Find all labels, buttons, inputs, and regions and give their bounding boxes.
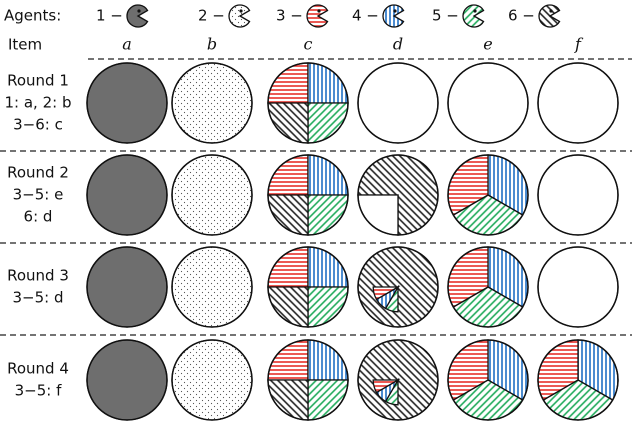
item-outline	[86, 246, 168, 328]
agent-eye	[239, 9, 243, 13]
column-label: f	[574, 35, 584, 54]
agent-icon	[126, 4, 149, 28]
item-outline	[86, 154, 168, 236]
item-outline	[171, 62, 253, 144]
agent-eye	[393, 9, 397, 13]
column-label: c	[304, 35, 313, 54]
agent-eye	[549, 9, 553, 13]
round-title: Round 3	[7, 267, 69, 285]
agent-eye	[317, 9, 321, 13]
item-outline	[357, 339, 439, 421]
layout	[0, 58, 632, 336]
round-assignment: 1: a, 2: b	[5, 94, 72, 112]
legend-label: 3 −	[276, 7, 303, 25]
item-outline	[86, 62, 168, 144]
item-outline	[537, 246, 619, 328]
item-outline	[447, 62, 529, 144]
agent-icon	[462, 4, 485, 28]
legend-title: Agents:	[4, 7, 61, 25]
agent-icon	[228, 4, 251, 28]
legend-label: 4 −	[352, 7, 379, 25]
agent-icon	[382, 4, 405, 28]
round-title: Round 1	[7, 72, 69, 90]
item-outline	[267, 62, 349, 144]
round-title: Round 4	[7, 360, 69, 378]
item-outline	[86, 339, 168, 421]
pie-sector	[372, 379, 401, 394]
item-outline	[447, 246, 529, 328]
round-assignment: 3−5: f	[15, 382, 62, 400]
legend-label: 2 −	[198, 7, 225, 25]
item-outline	[171, 154, 253, 236]
item-outline	[357, 246, 439, 328]
round-assignment: 3−5: d	[13, 289, 64, 307]
item-outline	[357, 62, 439, 144]
pie-sector	[372, 286, 401, 301]
column-label: a	[122, 35, 132, 54]
item-outline	[537, 62, 619, 144]
round-assignment: 3−5: e	[13, 186, 64, 204]
legend-label: 6 −	[508, 7, 535, 25]
agent-icon	[538, 4, 561, 28]
item-outline	[447, 154, 529, 236]
column-label: b	[207, 35, 217, 54]
round-assignment: 6: d	[24, 208, 53, 226]
item-outline	[267, 339, 349, 421]
legend-label: 5 −	[432, 7, 459, 25]
item-outline	[357, 154, 439, 236]
agent-icon	[306, 4, 329, 28]
column-label: e	[483, 35, 492, 54]
round-assignment: 3−6: c	[13, 116, 63, 134]
item-outline	[447, 339, 529, 421]
item-outline	[171, 246, 253, 328]
item-outline	[267, 246, 349, 328]
agent-eye	[473, 9, 477, 13]
column-label: d	[393, 35, 403, 54]
legend-label: 1 −	[96, 7, 123, 25]
item-outline	[537, 339, 619, 421]
item-outline	[537, 154, 619, 236]
round-title: Round 2	[7, 164, 69, 182]
header-item: Item	[8, 36, 42, 54]
item-outline	[171, 339, 253, 421]
item-outline	[267, 154, 349, 236]
agent-eye	[137, 9, 141, 13]
